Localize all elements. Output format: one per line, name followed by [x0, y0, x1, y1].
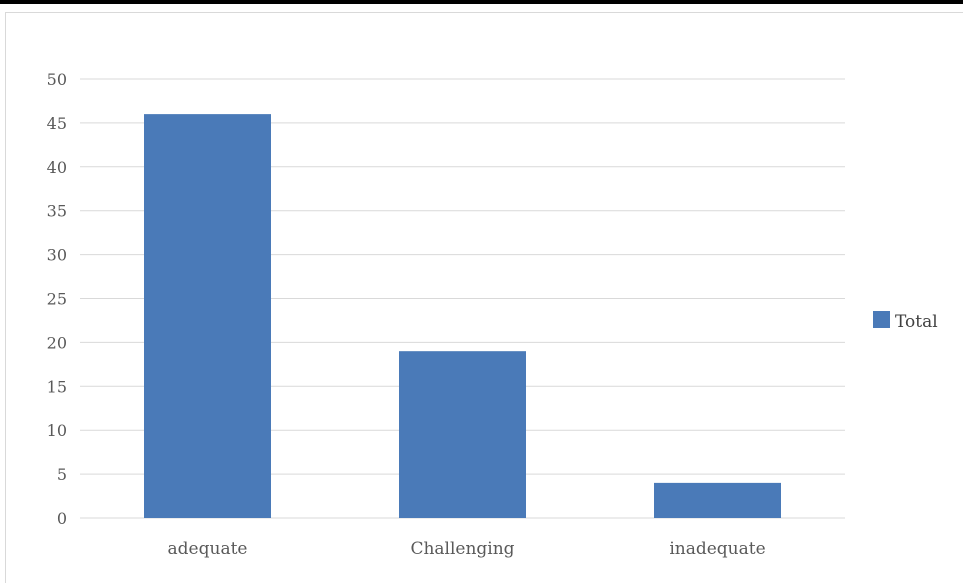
- y-tick-label: 35: [47, 202, 67, 221]
- y-tick-label: 20: [47, 333, 67, 352]
- y-axis-ticks: 0 5 10 15 20 25 30 35 40 45 50: [47, 70, 67, 528]
- y-tick-label: 30: [47, 246, 67, 265]
- legend: Total: [873, 311, 938, 332]
- bars: [144, 114, 781, 519]
- y-tick-label: 45: [47, 114, 67, 133]
- bar-challenging: [399, 351, 526, 518]
- x-category-label: adequate: [168, 539, 248, 559]
- x-category-label: inadequate: [669, 539, 765, 559]
- x-category-label: Challenging: [410, 539, 514, 559]
- y-tick-label: 10: [47, 421, 67, 440]
- y-tick-label: 25: [47, 290, 67, 309]
- legend-label: Total: [895, 312, 938, 332]
- legend-swatch: [873, 311, 890, 328]
- y-tick-label: 15: [47, 377, 67, 396]
- y-tick-label: 5: [57, 465, 67, 484]
- x-axis-categories: adequate Challenging inadequate: [168, 539, 766, 559]
- y-tick-label: 50: [47, 70, 67, 89]
- y-tick-label: 40: [47, 158, 67, 177]
- top-border: [0, 0, 963, 4]
- chart-frame: [5, 12, 963, 583]
- y-tick-label: 0: [57, 509, 67, 528]
- bar-adequate: [144, 114, 271, 519]
- bar-inadequate: [654, 482, 781, 518]
